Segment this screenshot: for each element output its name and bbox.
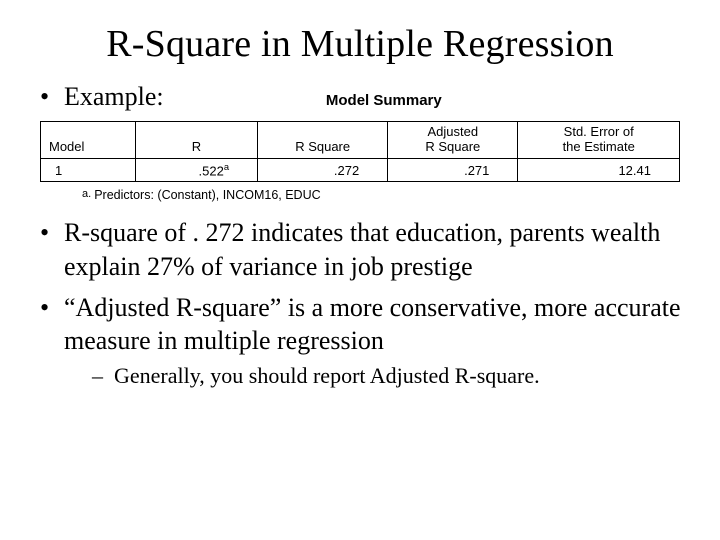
sub-list: Generally, you should report Adjusted R-… (64, 362, 684, 391)
col-model: Model (41, 122, 136, 159)
sub-bullet: Generally, you should report Adjusted R-… (92, 362, 684, 391)
col-rsq: R Square (258, 122, 388, 159)
example-row: Example: Model Summary (64, 80, 684, 113)
slide: R-Square in Multiple Regression Example:… (0, 0, 720, 540)
bullet-rsq: R-square of . 272 indicates that educati… (36, 216, 684, 283)
table-body: 1 .522a .272 .271 12.41 (41, 159, 680, 182)
cell-rsq: .272 (258, 159, 388, 182)
table-footnote: a.Predictors: (Constant), INCOM16, EDUC (82, 188, 684, 202)
cell-model: 1 (41, 159, 136, 182)
col-adjrsq: Adjusted R Square (388, 122, 518, 159)
slide-title: R-Square in Multiple Regression (36, 22, 684, 66)
table-row: 1 .522a .272 .271 12.41 (41, 159, 680, 182)
footnote-mark: a. (82, 188, 91, 200)
footnote-text: Predictors: (Constant), INCOM16, EDUC (94, 188, 320, 202)
bullet-example: Example: Model Summary (36, 80, 684, 113)
table-heading: Model Summary (164, 91, 684, 110)
cell-stderr: 12.41 (518, 159, 680, 182)
col-r: R (135, 122, 257, 159)
r-superscript: a (224, 162, 229, 172)
r-value: .522 (199, 163, 224, 178)
example-label: Example: (64, 80, 164, 113)
model-summary-block: Model R R Square Adjusted R Square Std. … (36, 121, 684, 202)
bullet-adj: “Adjusted R-square” is a more conservati… (36, 291, 684, 390)
bullet-list: Example: Model Summary (36, 80, 684, 113)
model-summary-table: Model R R Square Adjusted R Square Std. … (40, 121, 680, 182)
col-stderr: Std. Error of the Estimate (518, 122, 680, 159)
bullet-adj-text: “Adjusted R-square” is a more conservati… (64, 293, 681, 355)
table-header-row: Model R R Square Adjusted R Square Std. … (41, 122, 680, 159)
cell-adjrsq: .271 (388, 159, 518, 182)
cell-r: .522a (135, 159, 257, 182)
table-head: Model R R Square Adjusted R Square Std. … (41, 122, 680, 159)
bullet-list-2: R-square of . 272 indicates that educati… (36, 216, 684, 390)
